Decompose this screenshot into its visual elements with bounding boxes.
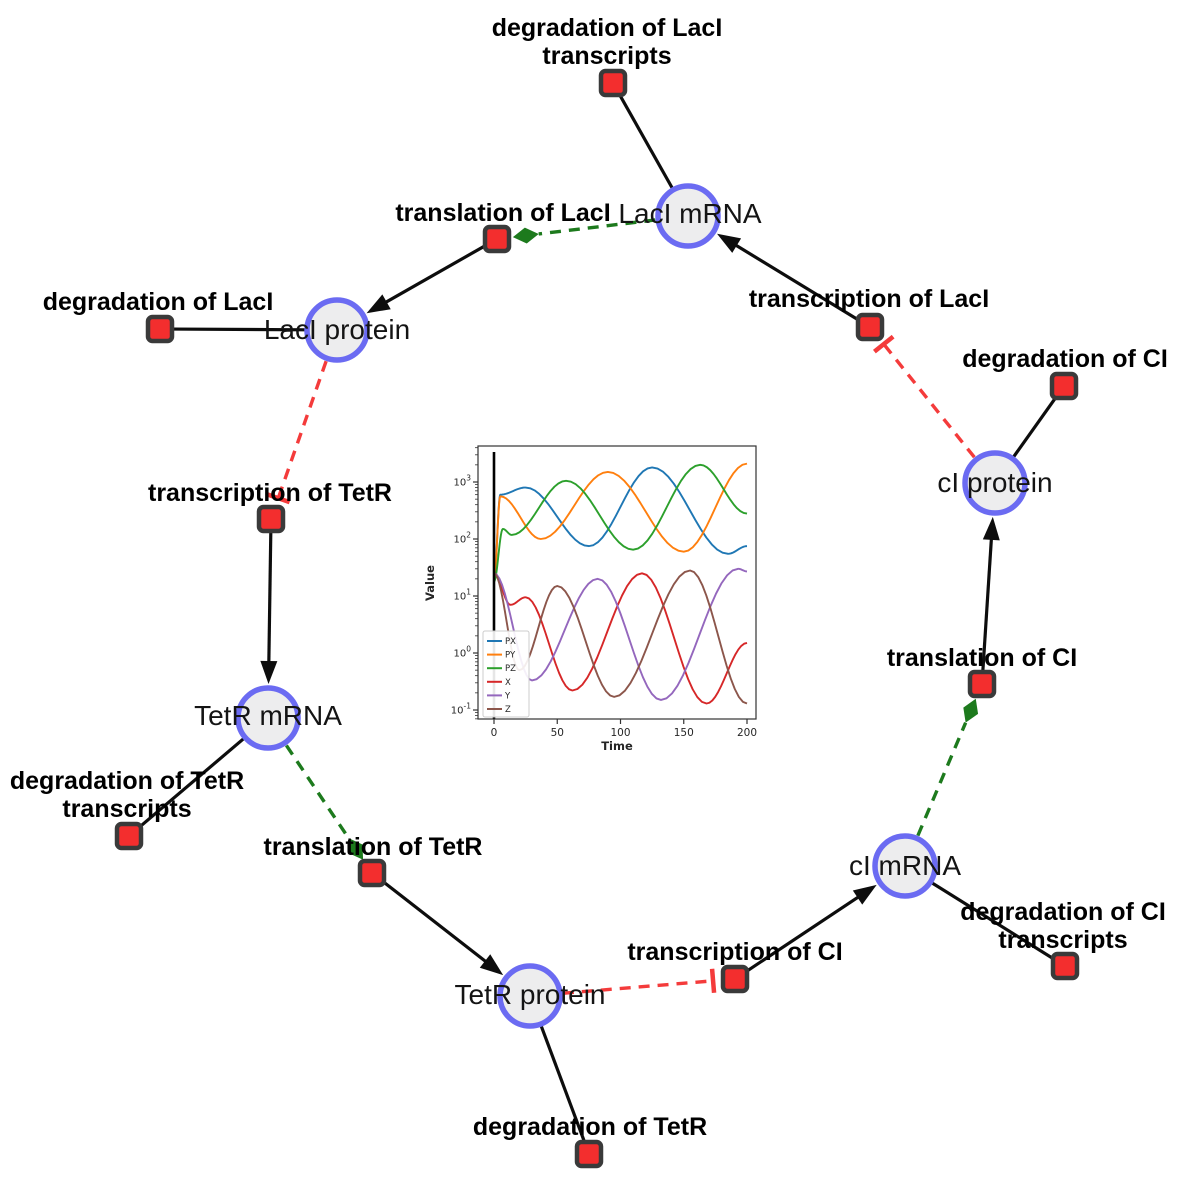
legend-label-x: X — [505, 678, 511, 688]
edge-ci-mrna-r-transl-ci — [916, 698, 979, 837]
edge-ci-protein-r-txn-laci — [872, 334, 976, 459]
x-tick-label: 100 — [610, 727, 630, 739]
reaction-node-r-txn-laci[interactable] — [855, 312, 885, 342]
edge-tetr-protein-r-deg-tetr — [539, 1025, 586, 1143]
series-px — [493, 466, 748, 582]
edge-r-transl-laci-laci-protein — [366, 244, 487, 314]
reaction-node-r-deg-laci-tx[interactable] — [598, 68, 628, 98]
reaction-node-r-deg-tetr[interactable] — [574, 1139, 604, 1169]
edge-laci-mrna-r-transl-laci — [512, 218, 656, 244]
series-y — [493, 567, 748, 701]
edge-r-txn-laci-laci-mrna — [717, 233, 860, 322]
species-node-tetr-mrna[interactable] — [235, 685, 301, 751]
x-axis-label: Time — [601, 739, 633, 753]
x-tick-label: 200 — [737, 727, 757, 739]
inset-chart-svg: 10-1 100 101 102 103 0 50 100 150 200 PX PY PZ XYZ T… — [423, 445, 757, 753]
series-x — [493, 572, 748, 705]
reaction-node-r-txn-tetr[interactable] — [256, 504, 286, 534]
reaction-node-r-deg-ci[interactable] — [1049, 371, 1079, 401]
y-tick-label: 102 — [453, 531, 471, 546]
edge-r-transl-tetr-tetr-protein — [381, 879, 504, 976]
species-node-ci-protein[interactable] — [962, 450, 1028, 516]
legend-label-y: Y — [504, 691, 511, 701]
edge-laci-protein-r-txn-tetr — [266, 360, 328, 505]
edge-tetr-mrna-r-transl-tetr — [284, 744, 364, 860]
reaction-node-r-transl-laci[interactable] — [482, 224, 512, 254]
species-node-laci-protein[interactable] — [304, 297, 370, 363]
reaction-node-r-transl-tetr[interactable] — [357, 858, 387, 888]
edge-tetr-mrna-r-deg-tetr-tx — [137, 737, 245, 829]
chart-legend: PX PY PZ XYZ — [482, 630, 530, 718]
legend-label-z: Z — [505, 705, 511, 715]
edge-r-transl-ci-ci-protein — [981, 516, 1000, 672]
edge-laci-mrna-r-deg-laci-tx — [617, 93, 674, 189]
y-axis-label: Value — [425, 565, 437, 601]
inset-chart: 10-1 100 101 102 103 0 50 100 150 200 PX PY PZ X Y Z T… — [423, 438, 770, 760]
edge-ci-mrna-r-deg-ci-tx — [931, 881, 1055, 961]
edge-r-txn-tetr-tetr-mrna — [260, 531, 278, 685]
reaction-node-r-deg-laci[interactable] — [145, 314, 175, 344]
series-pz — [493, 463, 748, 583]
species-node-tetr-protein[interactable] — [497, 963, 563, 1029]
reaction-node-r-deg-ci-tx[interactable] — [1050, 951, 1080, 981]
x-tick-label: 50 — [551, 727, 564, 739]
reaction-node-r-txn-ci[interactable] — [720, 964, 750, 994]
x-tick-label: 150 — [674, 727, 694, 739]
edge-laci-protein-r-deg-laci — [172, 327, 306, 332]
series-py — [493, 462, 748, 582]
edge-r-txn-ci-ci-mrna — [744, 884, 877, 974]
chart-curves — [492, 452, 748, 719]
species-node-ci-mrna[interactable] — [872, 833, 938, 899]
y-tick-label: 10-1 — [451, 702, 471, 717]
legend-label-px: PX — [505, 637, 516, 647]
edge-layer — [137, 93, 1058, 1143]
y-tick-label: 103 — [453, 474, 471, 489]
y-tick-label: 101 — [453, 588, 471, 603]
node-layer — [114, 68, 1080, 1169]
reaction-node-r-transl-ci[interactable] — [967, 669, 997, 699]
legend-label-py: PY — [505, 651, 516, 661]
series-z — [493, 569, 748, 705]
edge-ci-protein-r-deg-ci — [1012, 395, 1058, 458]
x-tick-label: 0 — [491, 727, 498, 739]
reaction-node-r-deg-tetr-tx[interactable] — [114, 821, 144, 851]
species-node-laci-mrna[interactable] — [655, 183, 721, 249]
y-tick-label: 100 — [453, 645, 471, 660]
legend-label-pz: PZ — [505, 664, 516, 674]
edge-tetr-protein-r-txn-ci — [562, 968, 717, 995]
